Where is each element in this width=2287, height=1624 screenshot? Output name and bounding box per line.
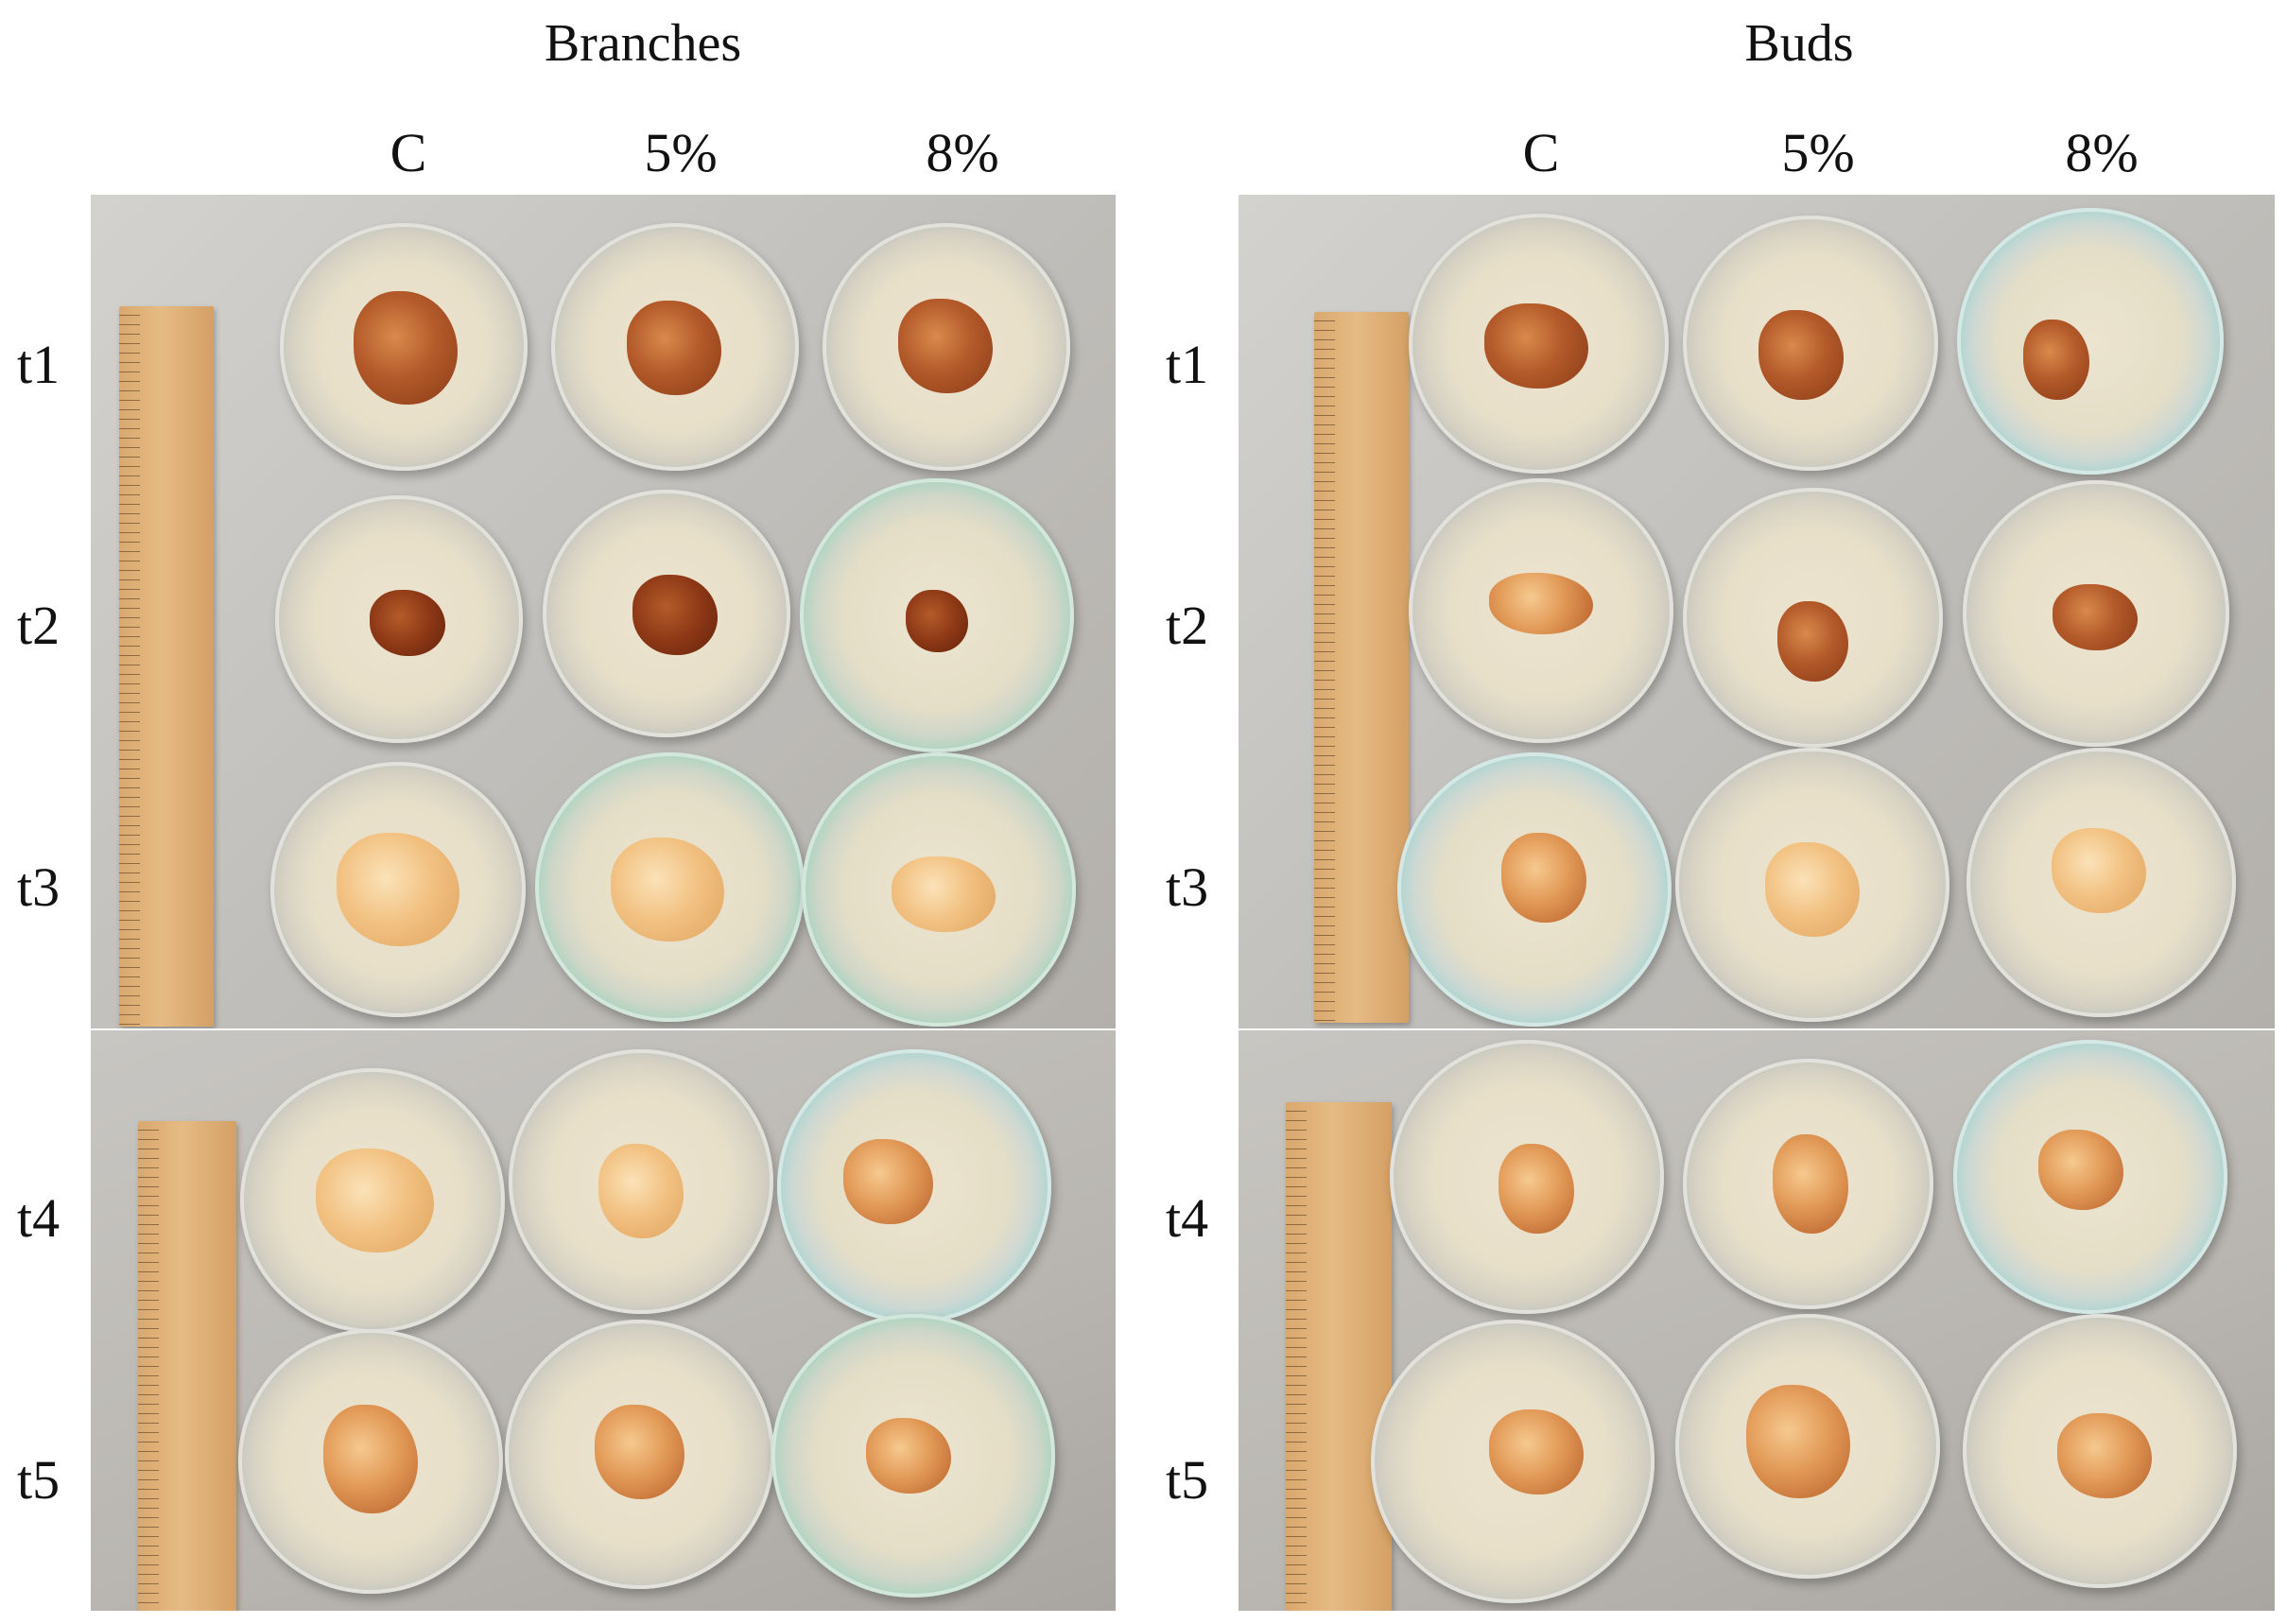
jar-t1-control — [1409, 214, 1669, 474]
jar-t2-control — [1409, 478, 1673, 743]
callus — [337, 833, 459, 946]
callus — [906, 590, 968, 652]
column-label-8pct: 8% — [926, 122, 999, 183]
ruler — [1286, 1102, 1392, 1611]
jar-t2-5pct — [1683, 488, 1943, 748]
ruler — [1314, 312, 1409, 1023]
jar-t4-control — [240, 1068, 505, 1333]
callus — [611, 838, 724, 942]
callus — [892, 856, 996, 932]
jar-t4-5pct — [509, 1049, 773, 1314]
callus — [2053, 584, 2138, 650]
jar-t5-8pct — [771, 1314, 1055, 1598]
column-label-control: C — [390, 122, 427, 183]
photo-branches-t4-t5 — [91, 1030, 1116, 1611]
callus — [2023, 320, 2089, 400]
callus — [1765, 842, 1860, 937]
callus — [866, 1418, 951, 1494]
jar-t2-5pct — [543, 490, 790, 737]
jar-t1-5pct — [551, 223, 799, 471]
jar-t5-5pct — [505, 1320, 774, 1589]
column-label-5pct: 5% — [644, 122, 718, 183]
callus — [354, 291, 458, 405]
jar-t3-5pct — [535, 752, 805, 1022]
callus — [1501, 833, 1586, 923]
callus — [1484, 303, 1588, 389]
row-label-t2: t2 — [17, 595, 61, 656]
callus — [1773, 1134, 1848, 1234]
jar-t3-control — [1397, 752, 1672, 1027]
callus — [370, 590, 445, 656]
jar-t4-control — [1390, 1040, 1664, 1314]
callus — [598, 1144, 684, 1238]
callus — [1759, 310, 1844, 400]
callus — [1489, 1409, 1584, 1494]
jar-t1-5pct — [1683, 216, 1938, 471]
jar-t1-8pct — [823, 223, 1070, 471]
callus — [595, 1405, 684, 1499]
panel-title-branches: Branches — [544, 14, 742, 73]
jar-t4-5pct — [1683, 1059, 1933, 1309]
callus — [843, 1139, 933, 1224]
callus — [627, 301, 721, 395]
jar-t4-8pct — [777, 1049, 1051, 1323]
jar-t1-control — [280, 223, 528, 471]
ruler — [119, 306, 214, 1027]
row-label-t3: t3 — [1166, 856, 1209, 918]
column-label-8pct: 8% — [2065, 122, 2139, 183]
jar-t2-8pct — [800, 478, 1074, 752]
column-label-5pct: 5% — [1781, 122, 1855, 183]
jar-t5-control — [1371, 1320, 1655, 1603]
jar-t3-5pct — [1675, 748, 1949, 1022]
callus — [1489, 573, 1593, 634]
jar-t3-8pct — [802, 752, 1076, 1027]
row-label-t5: t5 — [17, 1449, 61, 1511]
callus — [898, 299, 993, 393]
photo-buds-t4-t5 — [1239, 1030, 2275, 1611]
jar-t1-8pct — [1957, 208, 2224, 475]
row-label-t2: t2 — [1166, 595, 1209, 656]
callus — [323, 1405, 418, 1513]
jar-t3-8pct — [1966, 748, 2236, 1017]
column-label-control: C — [1522, 122, 1560, 183]
jar-t2-8pct — [1963, 480, 2229, 747]
row-label-t1: t1 — [1166, 334, 1209, 395]
row-label-t3: t3 — [17, 856, 61, 918]
callus — [2038, 1130, 2123, 1210]
callus — [1746, 1385, 1850, 1498]
callus — [1777, 601, 1848, 682]
jar-t2-control — [275, 495, 523, 743]
callus — [2052, 828, 2146, 913]
jar-t4-8pct — [1953, 1040, 2227, 1314]
jar-t3-control — [270, 762, 526, 1017]
panel-title-buds: Buds — [1744, 14, 1854, 73]
jar-t5-5pct — [1675, 1314, 1940, 1579]
ruler — [138, 1121, 236, 1611]
photo-buds-t1-t3 — [1239, 195, 2275, 1028]
row-label-t5: t5 — [1166, 1449, 1209, 1511]
callus — [316, 1149, 434, 1253]
row-label-t1: t1 — [17, 334, 61, 395]
row-label-t4: t4 — [1166, 1187, 1209, 1249]
callus — [1499, 1144, 1574, 1234]
callus — [632, 575, 718, 655]
row-label-t4: t4 — [17, 1187, 61, 1249]
photo-branches-t1-t3 — [91, 195, 1116, 1028]
jar-t5-8pct — [1963, 1314, 2237, 1588]
callus — [2057, 1413, 2152, 1498]
jar-t5-control — [238, 1329, 503, 1594]
